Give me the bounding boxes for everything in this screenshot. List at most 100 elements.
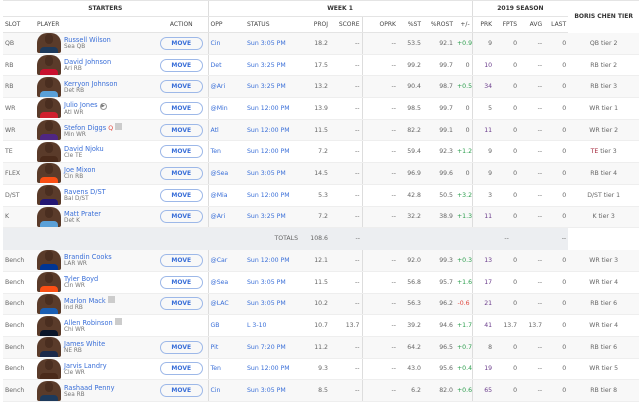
proj: 11.2 (300, 336, 330, 359)
opponent[interactable]: Atl (207, 119, 245, 142)
news-icon[interactable] (114, 318, 122, 326)
move-button[interactable]: MOVE (159, 123, 203, 137)
col-oprk-header[interactable]: OPRK (361, 16, 398, 33)
pct-rostered: 96.5 (423, 336, 455, 359)
pct-rostered: 98.7 (423, 75, 455, 99)
player-name-link[interactable]: Julio Jones (64, 100, 98, 109)
opponent[interactable]: @Mia (207, 184, 245, 207)
game-status[interactable]: Sun 3:25 PM (245, 75, 300, 99)
player-headshot (37, 185, 61, 206)
col-opp-header[interactable]: OPP (207, 16, 245, 33)
move-button[interactable]: MOVE (159, 166, 203, 180)
col-player-header[interactable]: PLAYER (35, 16, 155, 33)
position-rank: 9 (471, 162, 495, 185)
game-status[interactable]: Sun 12:00 PM (245, 249, 300, 272)
col-prk-header[interactable]: PRK (471, 16, 495, 33)
opponent[interactable]: @Ari (207, 75, 245, 99)
game-status[interactable]: Sun 3:25 PM (245, 206, 300, 229)
player-headshot (37, 98, 61, 119)
pct-start: 56.8 (398, 271, 423, 294)
slot: Bench (3, 249, 35, 272)
col-action-header[interactable]: ACTION (155, 16, 208, 33)
game-status[interactable]: Sun 12:00 PM (245, 119, 300, 142)
boris-chen-tier: WR tier 4 (568, 271, 640, 294)
player-name-link[interactable]: Kerryon Johnson (64, 79, 118, 88)
col-rost-header[interactable]: %ROST (423, 16, 455, 33)
player-name-link[interactable]: Tyler Boyd (64, 275, 99, 284)
move-button[interactable]: MOVE (159, 253, 203, 267)
game-status[interactable]: Sun 12:00 PM (245, 140, 300, 164)
col-status-header[interactable]: STATUS (245, 16, 300, 33)
game-status[interactable]: Sun 12:00 PM (245, 358, 300, 381)
news-icon[interactable] (107, 296, 115, 304)
opponent[interactable]: @Sea (207, 162, 245, 185)
pct-rostered: 92.3 (423, 140, 455, 164)
player-name-link[interactable]: David Johnson (64, 58, 112, 67)
opponent[interactable]: Pit (207, 336, 245, 359)
player-name-link[interactable]: James White (64, 340, 106, 349)
avg: 13.7 (519, 314, 545, 337)
col-avg-header[interactable]: AVG (519, 16, 545, 33)
opponent[interactable]: Cin (207, 32, 245, 55)
player-name-link[interactable]: Jarvis Landry (64, 361, 107, 370)
slot: WR (3, 97, 35, 120)
player-name-link[interactable]: Brandin Cooks (64, 253, 112, 262)
player-row: RB Kerryon Johnson Det RB MOVE @Ari Sun 3… (3, 75, 640, 99)
col-score-header[interactable]: SCORE (330, 16, 362, 33)
opponent[interactable]: @Car (207, 249, 245, 272)
move-button[interactable]: MOVE (159, 297, 203, 311)
col-last-header[interactable]: LAST (544, 16, 569, 33)
game-status[interactable]: Sun 3:05 PM (245, 32, 300, 55)
pct-start: 53.5 (398, 32, 423, 55)
opponent[interactable]: @Sea (207, 271, 245, 294)
game-status[interactable]: Sun 12:00 PM (245, 97, 300, 120)
col-proj-header[interactable]: PROJ (300, 16, 330, 33)
col-plusminus-header[interactable]: +/- (455, 16, 473, 33)
player-name-link[interactable]: Matt Prater (64, 209, 101, 218)
move-button[interactable]: MOVE (159, 210, 203, 224)
col-fpts-header[interactable]: FPTS (494, 16, 520, 33)
move-button[interactable]: MOVE (159, 101, 203, 115)
player-name-link[interactable]: Rashaad Penny (64, 383, 115, 392)
opponent[interactable]: Ten (207, 358, 245, 381)
game-status[interactable]: Sun 7:20 PM (245, 336, 300, 359)
opponent[interactable]: GB (207, 314, 245, 337)
move-button[interactable]: MOVE (159, 36, 203, 50)
score: -- (330, 379, 362, 402)
last: 0 (544, 75, 569, 99)
move-button[interactable]: MOVE (159, 384, 203, 398)
opponent[interactable]: Ten (207, 140, 245, 164)
news-icon[interactable] (115, 122, 123, 130)
move-button[interactable]: MOVE (159, 188, 203, 202)
game-status[interactable]: Sun 3:05 PM (245, 162, 300, 185)
game-status[interactable]: Sun 12:00 PM (245, 184, 300, 207)
player-name-link[interactable]: Ravens D/ST (64, 188, 106, 197)
col-slot-header[interactable]: SLOT (3, 16, 35, 33)
plus-minus: +0.6 (455, 379, 473, 402)
last: 0 (544, 140, 569, 164)
game-status[interactable]: Sun 3:05 PM (245, 379, 300, 402)
player-name-link[interactable]: David Njoku (64, 144, 104, 153)
move-button[interactable]: MOVE (159, 145, 203, 159)
opponent[interactable]: @LAC (207, 293, 245, 316)
move-button[interactable]: MOVE (159, 362, 203, 376)
opponent[interactable]: Det (207, 54, 245, 77)
col-st-header[interactable]: %ST (398, 16, 423, 33)
player-name-link[interactable]: Allen Robinson (64, 319, 113, 328)
opponent[interactable]: Cin (207, 379, 245, 402)
game-status[interactable]: L 3-10 (245, 314, 300, 337)
player-name-link[interactable]: Russell Wilson (64, 36, 111, 45)
opponent[interactable]: @Min (207, 97, 245, 120)
move-button[interactable]: MOVE (159, 80, 203, 94)
opponent[interactable]: @Ari (207, 206, 245, 229)
game-status[interactable]: Sun 3:05 PM (245, 271, 300, 294)
move-button[interactable]: MOVE (159, 340, 203, 354)
player-name-link[interactable]: Stefon Diggs (64, 123, 107, 132)
player-name-link[interactable]: Marlon Mack (64, 297, 106, 306)
move-button[interactable]: MOVE (159, 275, 203, 289)
game-status[interactable]: Sun 3:25 PM (245, 54, 300, 77)
player-name-link[interactable]: Joe Mixon (64, 166, 96, 175)
play-icon[interactable]: ▶ (99, 102, 107, 110)
game-status[interactable]: Sun 3:05 PM (245, 293, 300, 316)
move-button[interactable]: MOVE (159, 58, 203, 72)
